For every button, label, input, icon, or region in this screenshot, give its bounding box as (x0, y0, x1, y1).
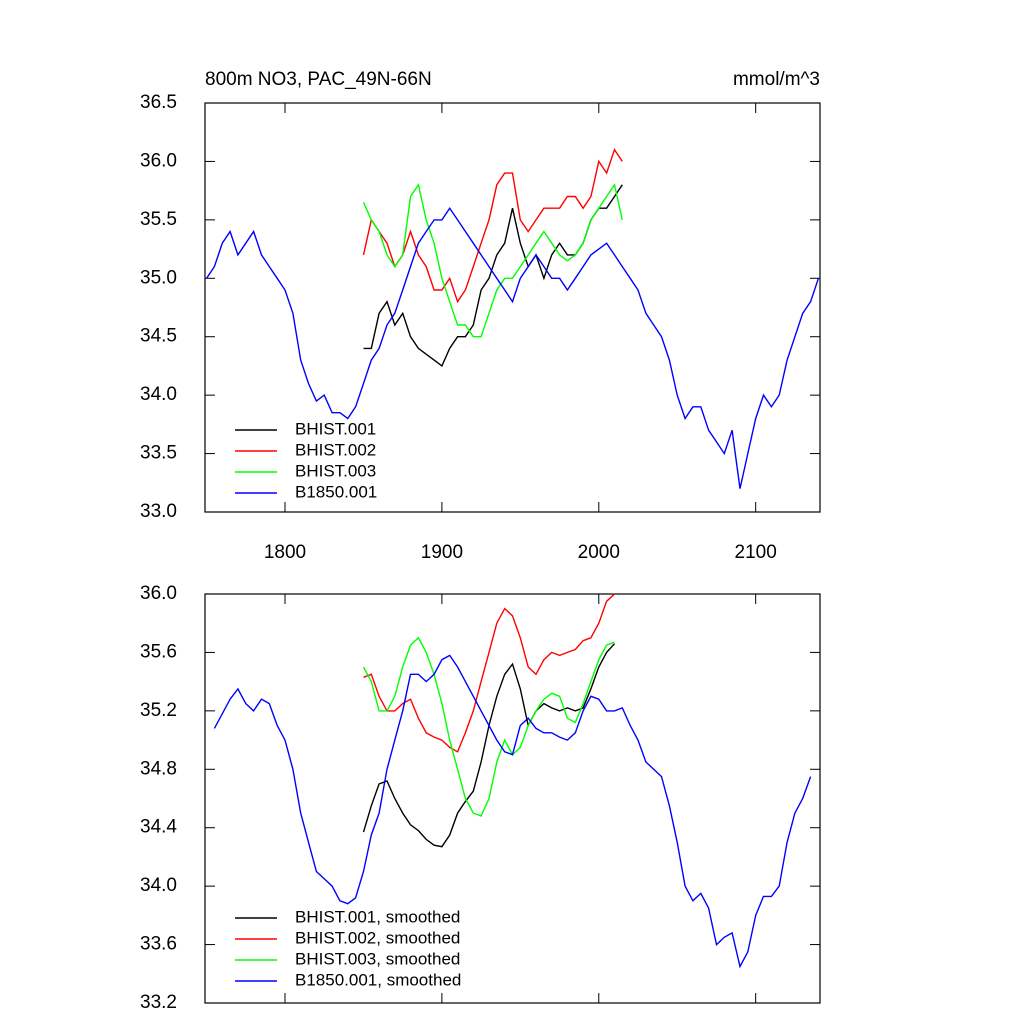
data-line (363, 593, 615, 753)
y-tick-label: 35.0 (140, 267, 177, 288)
chart-title: 800m NO3, PAC_49N-66N (205, 69, 432, 90)
y-tick-label: 35.2 (140, 700, 177, 721)
plot-frame (204, 593, 821, 1004)
y-tick-label: 34.5 (140, 326, 177, 347)
y-tick-label: 34.4 (140, 817, 177, 838)
legend-label: BHIST.002, smoothed (295, 928, 460, 947)
legend-label: BHIST.001, smoothed (295, 907, 460, 926)
legend-label: BHIST.001 (295, 419, 376, 438)
y-tick-label: 34.0 (140, 384, 177, 405)
legend-label: B1850.001 (295, 482, 377, 501)
plot-frame (204, 102, 821, 513)
y-tick-label: 33.0 (140, 501, 177, 522)
data-line (363, 184, 623, 367)
y-tick-label: 34.0 (140, 875, 177, 896)
x-tick-label: 1800 (264, 542, 306, 563)
legend-label: BHIST.002 (295, 440, 376, 459)
data-line (362, 183, 623, 338)
data-line (362, 636, 615, 817)
data-line (206, 206, 820, 489)
y-tick-label: 35.5 (140, 209, 177, 230)
x-tick-label: 2100 (735, 542, 777, 563)
y-tick-label: 33.6 (140, 934, 177, 955)
data-line (213, 654, 812, 969)
y-tick-label: 33.5 (140, 443, 177, 464)
legend-label: B1850.001, smoothed (295, 970, 461, 989)
y-tick-label: 35.6 (140, 641, 177, 662)
units-label: mmol/m^3 (733, 69, 820, 90)
data-line (362, 148, 623, 304)
y-tick-label: 36.5 (140, 92, 177, 113)
y-tick-label: 36.0 (140, 583, 177, 604)
legend-label: BHIST.003 (295, 461, 376, 480)
y-tick-label: 36.0 (140, 150, 177, 171)
y-tick-label: 34.8 (140, 758, 177, 779)
legend-label: BHIST.003, smoothed (295, 949, 460, 968)
x-tick-label: 2000 (578, 542, 620, 563)
y-tick-label: 33.2 (140, 992, 177, 1013)
x-tick-label: 1900 (421, 542, 463, 563)
